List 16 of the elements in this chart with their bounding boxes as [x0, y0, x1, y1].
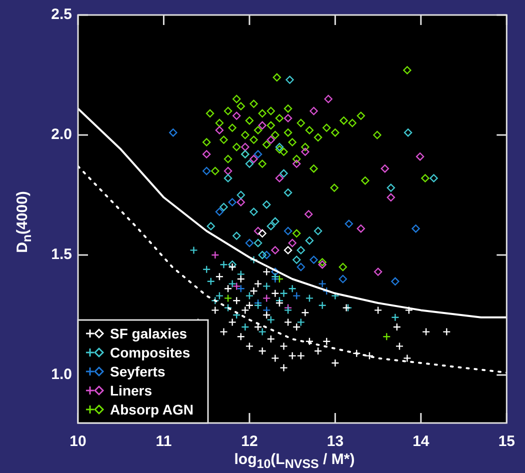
legend-label: SF galaxies [110, 325, 188, 342]
legend-label: Seyferts [110, 363, 166, 380]
y-tick-label: 2.0 [51, 126, 72, 144]
legend-label: Composites [110, 344, 190, 360]
x-tick-label: 15 [498, 433, 515, 450]
y-tick-label: 2.5 [51, 6, 72, 24]
x-tick-label: 10 [70, 433, 86, 450]
x-tick-label: 12 [241, 433, 258, 450]
x-axis-title: log$_{10}$(L$_{NVSS}$ / M*) [233, 451, 356, 471]
x-tick-label: 11 [156, 433, 172, 450]
legend-label: Liners [110, 382, 152, 398]
y-tick-label: 1.5 [51, 246, 72, 264]
legend-label: Absorp AGN [110, 401, 194, 418]
x-tick-label: 14 [412, 433, 430, 450]
x-tick-label: 13 [326, 433, 344, 450]
y-tick-label: 1.0 [51, 366, 72, 384]
